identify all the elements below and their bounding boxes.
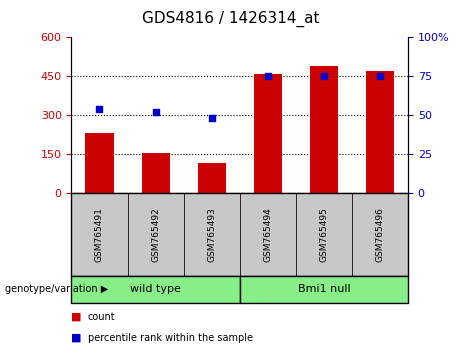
Text: ■: ■: [71, 333, 82, 343]
Text: percentile rank within the sample: percentile rank within the sample: [88, 333, 253, 343]
Point: [376, 73, 384, 79]
Text: GSM765494: GSM765494: [263, 207, 272, 262]
Text: count: count: [88, 312, 115, 322]
Bar: [85, 133, 113, 193]
Text: ■: ■: [71, 312, 82, 322]
Point: [96, 106, 103, 112]
Bar: [310, 66, 338, 193]
Point: [320, 73, 327, 79]
Text: GSM765492: GSM765492: [151, 207, 160, 262]
Text: GSM765493: GSM765493: [207, 207, 216, 262]
Text: genotype/variation ▶: genotype/variation ▶: [5, 284, 108, 295]
Text: GDS4816 / 1426314_at: GDS4816 / 1426314_at: [142, 11, 319, 27]
Bar: [366, 71, 394, 193]
Text: GSM765491: GSM765491: [95, 207, 104, 262]
Text: Bmi1 null: Bmi1 null: [297, 284, 350, 295]
Bar: [198, 163, 226, 193]
Text: GSM765495: GSM765495: [319, 207, 328, 262]
Bar: [142, 154, 170, 193]
Text: wild type: wild type: [130, 284, 181, 295]
Text: GSM765496: GSM765496: [375, 207, 384, 262]
Point: [208, 115, 215, 121]
Bar: [254, 74, 282, 193]
Point: [264, 73, 272, 79]
Point: [152, 109, 160, 115]
